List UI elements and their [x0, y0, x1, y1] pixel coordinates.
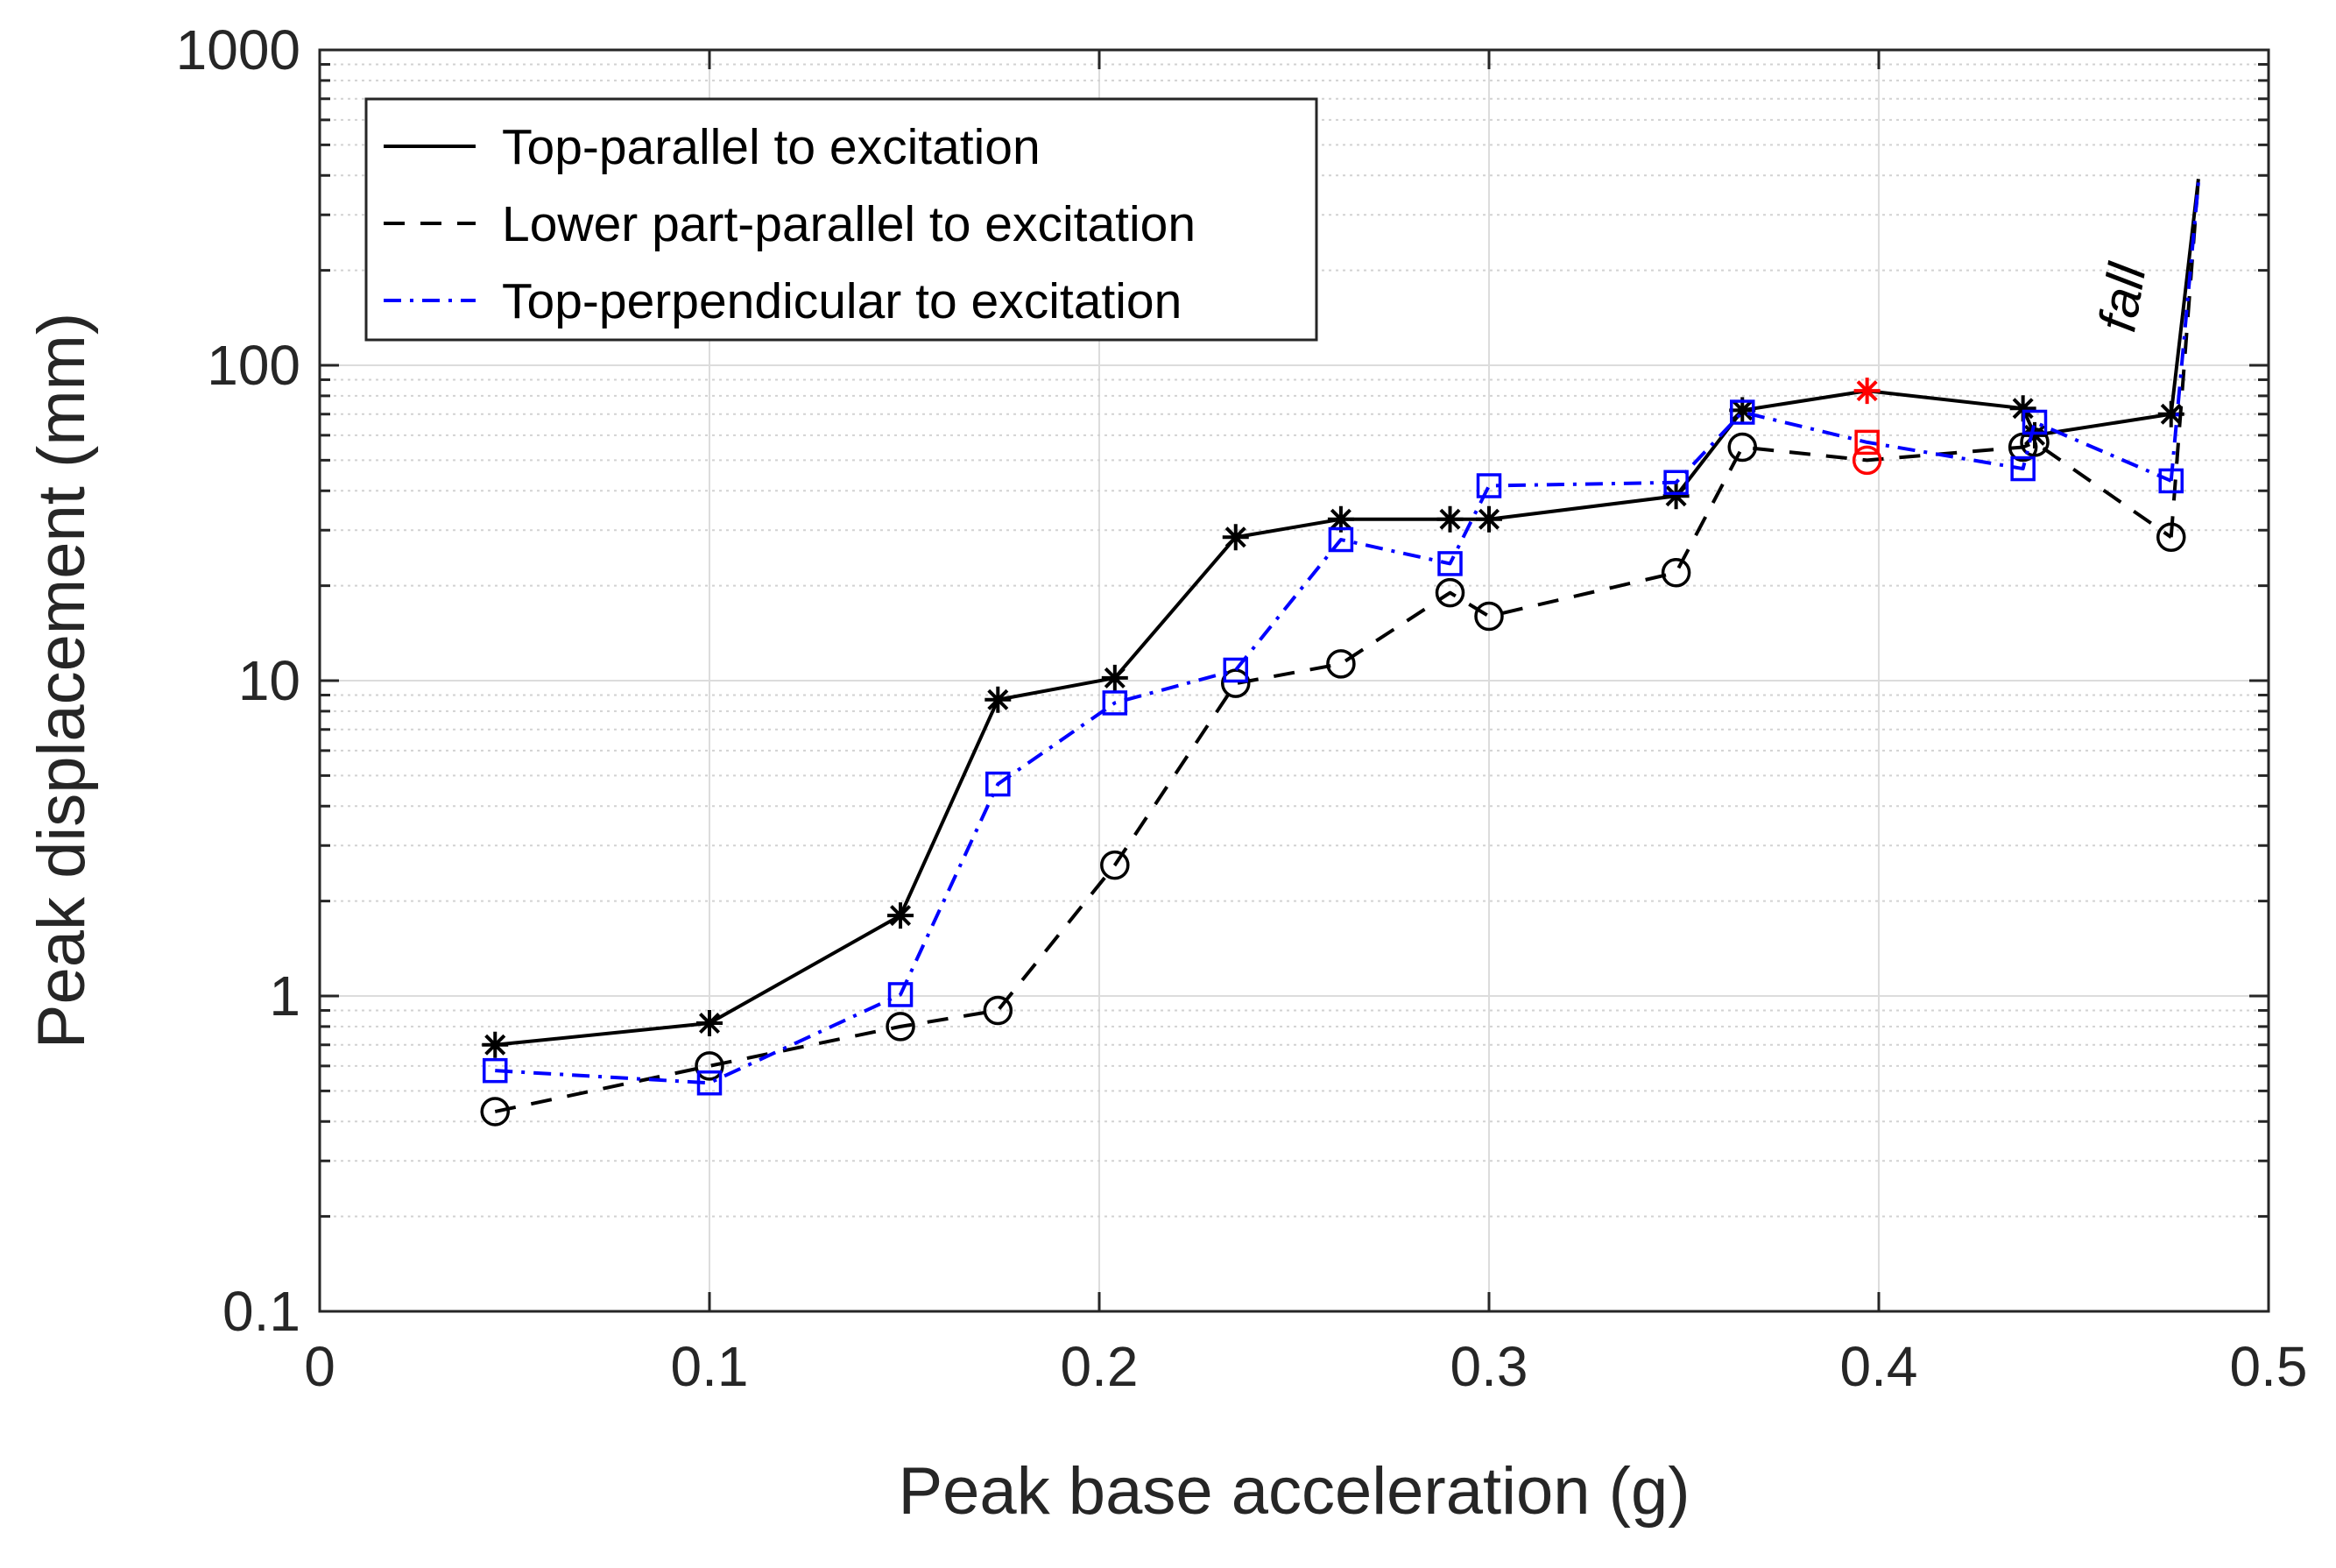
- x-tick-label: 0.3: [1450, 1335, 1528, 1398]
- data-point: [2009, 395, 2036, 422]
- legend-box: [364, 97, 1318, 342]
- series-group: [483, 182, 2200, 1096]
- data-point: [483, 1057, 508, 1084]
- series-line: [494, 440, 2172, 1113]
- series-group: [482, 178, 2200, 1058]
- data-point: [2157, 400, 2184, 427]
- data-point: [1326, 649, 1356, 679]
- data-point: [985, 771, 1011, 797]
- data-point: [1730, 399, 1755, 425]
- data-point: [1328, 526, 1354, 553]
- data-point: [1662, 483, 1690, 510]
- annotation-layer: fall: [2087, 258, 2157, 336]
- data-point: [1435, 577, 1465, 608]
- x-tick-label: 0.1: [671, 1335, 749, 1398]
- data-point: [695, 1051, 724, 1081]
- data-point: [886, 1012, 915, 1042]
- y-tick-label: 1: [269, 964, 300, 1028]
- y-tick-label: 1000: [176, 18, 300, 81]
- data-point: [985, 686, 1012, 713]
- data-point: [1327, 505, 1354, 533]
- plot-frame: [318, 48, 2270, 1313]
- data-point: [696, 1070, 723, 1096]
- data-point: [1101, 664, 1128, 691]
- series-fall-line: [2169, 178, 2200, 414]
- data-point: [1727, 432, 1757, 463]
- x-axis-title: Peak base acceleration (g): [898, 1454, 1690, 1529]
- highlighted-data-point: [1852, 445, 1882, 476]
- y-tick-label: 0.1: [222, 1280, 300, 1343]
- data-point: [1100, 850, 1130, 880]
- legend-label: Top-perpendicular to excitation: [502, 273, 1182, 329]
- legend-label: Top-parallel to excitation: [502, 119, 1041, 175]
- y-tick-label: 10: [238, 649, 300, 712]
- data-point: [1102, 690, 1128, 716]
- data-point: [1436, 505, 1464, 533]
- fall-annotation: fall: [2087, 258, 2157, 336]
- y-axis-title: Peak displacement (mm): [25, 313, 99, 1049]
- data-point: [2010, 456, 2036, 482]
- data-point: [1221, 668, 1251, 698]
- series-line: [495, 410, 2172, 1085]
- data-point: [1476, 473, 1502, 498]
- data-point: [1222, 524, 1249, 551]
- data-point: [1663, 470, 1689, 496]
- x-tick-label: 0.5: [2230, 1335, 2308, 1398]
- x-tick-label: 0.4: [1840, 1335, 1918, 1398]
- series-layer: [480, 178, 2200, 1127]
- data-point: [1474, 601, 1504, 632]
- highlighted-data-point: [1853, 378, 1881, 405]
- y-tick-label: 100: [207, 334, 300, 397]
- data-point: [983, 995, 1013, 1026]
- data-point: [1476, 505, 1502, 533]
- data-point: [2158, 468, 2184, 494]
- data-point: [1223, 657, 1248, 683]
- data-point: [2156, 522, 2186, 553]
- data-point: [887, 902, 914, 929]
- data-point: [2022, 421, 2048, 449]
- highlighted-data-point: [1854, 429, 1880, 456]
- data-point: [2022, 409, 2048, 435]
- x-tick-label: 0.2: [1061, 1335, 1139, 1398]
- legend-label: Lower part-parallel to excitation: [502, 196, 1196, 252]
- data-point: [1437, 551, 1463, 576]
- data-point: [480, 1097, 510, 1127]
- data-point: [696, 1010, 723, 1037]
- data-point: [887, 982, 914, 1007]
- x-tick-label: 0: [304, 1335, 335, 1398]
- data-point: [482, 1031, 509, 1058]
- legend: Top-parallel to excitation Lower part-par…: [364, 97, 1318, 342]
- data-point: [1729, 397, 1756, 424]
- data-point: [1661, 557, 1691, 588]
- series-fall-line: [2169, 182, 2200, 482]
